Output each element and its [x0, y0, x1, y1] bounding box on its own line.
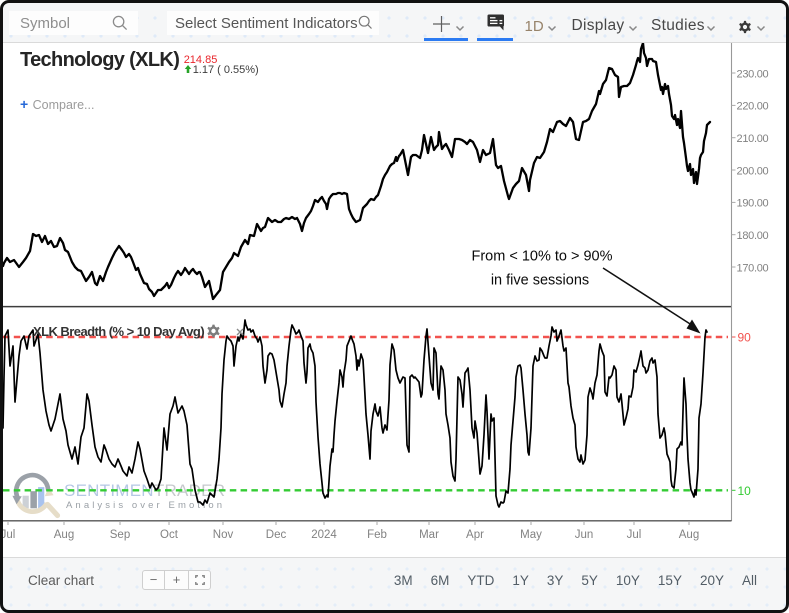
svg-text:From < 10% to > 90%: From < 10% to > 90% — [471, 249, 612, 265]
svg-text:200.00: 200.00 — [737, 165, 769, 177]
svg-text:230.00: 230.00 — [737, 68, 769, 80]
svg-text:180.00: 180.00 — [737, 230, 769, 242]
svg-text:190.00: 190.00 — [737, 198, 769, 210]
svg-text:90: 90 — [738, 331, 752, 345]
svg-text:Aug: Aug — [679, 529, 699, 541]
svg-text:Analysis over Emotion: Analysis over Emotion — [66, 500, 225, 511]
svg-text:in five sessions: in five sessions — [491, 273, 589, 289]
svg-text:Oct: Oct — [160, 529, 179, 541]
svg-text:Jul: Jul — [1, 529, 16, 541]
svg-text:10: 10 — [738, 484, 752, 498]
svg-text:Aug: Aug — [54, 529, 74, 541]
svg-text:2024: 2024 — [311, 529, 337, 541]
svg-text:XLK Breadth (% > 10 Day Avg): XLK Breadth (% > 10 Day Avg) — [33, 324, 204, 339]
svg-text:220.00: 220.00 — [737, 101, 769, 113]
svg-text:Jul: Jul — [627, 529, 642, 541]
svg-text:170.00: 170.00 — [737, 262, 769, 274]
svg-text:Apr: Apr — [466, 529, 484, 541]
svg-text:Dec: Dec — [266, 529, 287, 541]
svg-text:Feb: Feb — [367, 529, 387, 541]
svg-text:Mar: Mar — [419, 529, 439, 541]
svg-text:Jun: Jun — [575, 529, 594, 541]
svg-text:210.00: 210.00 — [737, 133, 769, 145]
svg-text:Sep: Sep — [110, 529, 130, 541]
svg-text:May: May — [520, 529, 542, 541]
svg-text:Nov: Nov — [213, 529, 234, 541]
